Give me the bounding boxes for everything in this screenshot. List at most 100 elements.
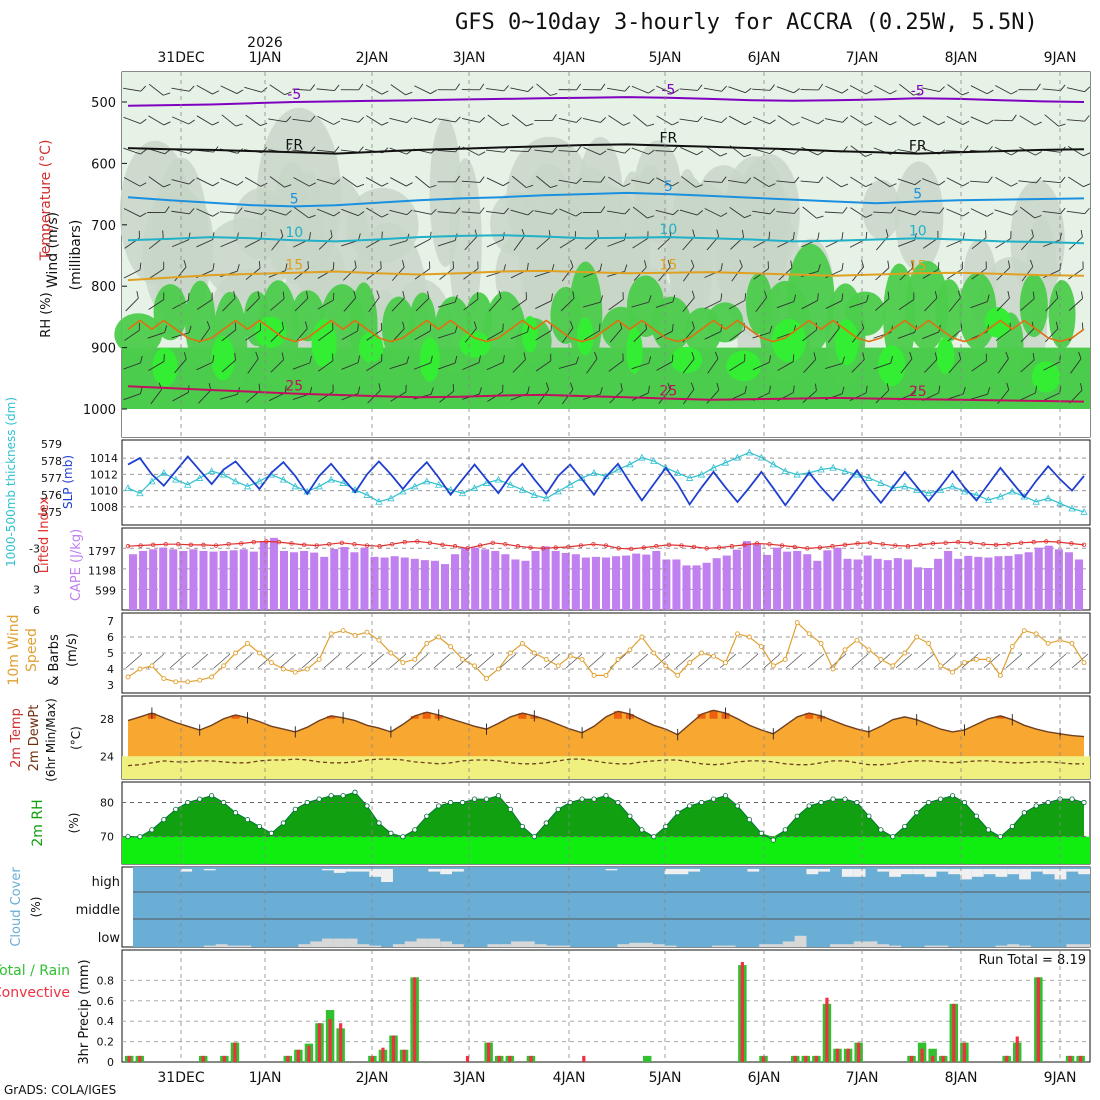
wind10-marker	[376, 637, 382, 643]
precip-tick-label: 0.4	[97, 1015, 115, 1028]
rh-bright-area	[254, 316, 287, 348]
wind-barb-shaft	[268, 209, 286, 216]
wind10-barb	[807, 653, 825, 669]
bottom-date-label: 3JAN	[453, 1070, 486, 1086]
wind10-marker	[519, 640, 525, 646]
rh2m-marker	[244, 816, 251, 823]
wind-barb-flag	[744, 214, 752, 219]
pressure-axis-label: (millibars)	[68, 220, 84, 291]
thickness-line	[127, 451, 1085, 513]
rh2m-marker	[758, 830, 764, 836]
rh-green-area	[114, 313, 163, 356]
wind-barb	[340, 83, 364, 91]
wind10-marker	[711, 653, 716, 659]
cape-bar	[591, 556, 600, 610]
bottom-date-label: 1JAN	[249, 1070, 282, 1086]
wind-barb	[679, 209, 704, 216]
wind-barb-flag	[672, 89, 679, 94]
wind-barb-shaft	[752, 148, 770, 155]
wind-barb-shaft	[752, 332, 770, 339]
wind-barb	[513, 229, 525, 251]
wind10-marker	[304, 666, 310, 672]
wind10-label-4: & Barbs	[47, 634, 62, 686]
thickness-marker	[865, 474, 873, 481]
lifted-index-marker	[389, 541, 395, 547]
wind-barb	[776, 176, 800, 184]
wind-barb-flag	[454, 295, 458, 303]
cape-bar	[461, 547, 470, 610]
wind10-marker	[245, 640, 250, 646]
rh2m-marker	[627, 813, 633, 819]
wind-barb-flag	[163, 92, 171, 96]
wind-barb-shaft	[366, 360, 382, 372]
wind-barb	[511, 292, 527, 311]
wind-barb-flag	[357, 211, 365, 217]
precip-conv-bar	[582, 1055, 586, 1062]
wind-barb	[245, 323, 262, 341]
wind-barb	[389, 356, 410, 370]
lifted-index-marker	[528, 545, 533, 550]
thickness-marker	[674, 469, 682, 476]
wind-barb-flag	[720, 212, 728, 217]
wind-barb-shaft	[706, 389, 720, 404]
precip-conv-bar	[487, 1042, 491, 1062]
thickness-marker	[972, 491, 981, 498]
lifted-index-marker	[163, 541, 168, 547]
wind-barb-flag	[958, 352, 962, 360]
wind-barb-shaft	[946, 393, 964, 400]
wind-barb-flag	[1007, 260, 1011, 268]
wind-barb	[414, 231, 432, 248]
cape-bar	[1014, 554, 1023, 610]
wind-barb-flag	[623, 183, 631, 187]
wind-barb-flag	[842, 116, 849, 123]
cape-bar	[551, 550, 560, 610]
cloud-high-bar	[1078, 869, 1090, 875]
wind-barb	[1019, 206, 1042, 219]
wind-barb	[875, 291, 890, 311]
wind10-marker	[770, 663, 776, 669]
thickness-marker	[136, 489, 144, 497]
cloud-low-bar	[865, 941, 878, 947]
wind-barb-flag	[767, 261, 769, 269]
wind-barb	[728, 115, 752, 126]
wind-barb-flag	[792, 385, 795, 393]
wind-barb	[752, 208, 776, 215]
lifted-index-marker	[239, 541, 244, 546]
thickness-marker	[805, 469, 813, 476]
wind-barb-flag	[720, 152, 728, 157]
wind-barb-flag	[769, 119, 776, 125]
wind10-marker	[364, 629, 370, 635]
wind-barb-flag	[455, 207, 461, 214]
wind-barb-shaft	[437, 301, 456, 308]
wind10-marker	[758, 644, 764, 650]
wind-barb	[437, 355, 458, 370]
thickness-marker	[841, 467, 849, 475]
isotherm-label: 10	[659, 222, 677, 238]
wind-barb	[826, 176, 849, 188]
wind-barb-shaft	[607, 87, 625, 92]
thickness-tick-label: 578	[41, 455, 62, 468]
wind10-marker	[1045, 640, 1051, 646]
precip-conv-bar	[296, 1049, 300, 1062]
wind-barb-flag	[502, 123, 510, 127]
wind-barb-flag	[576, 117, 582, 123]
wind-barb-shaft	[873, 362, 891, 370]
wind-barb	[512, 352, 526, 373]
wind-barb-shaft	[391, 297, 405, 312]
cloud-low-bar	[440, 941, 452, 947]
wind-barb-flag	[309, 232, 311, 240]
wind-barb	[682, 351, 695, 374]
wind-barb-flag	[332, 384, 334, 392]
wind-barb-flag	[671, 323, 674, 332]
wind-barb-flag	[987, 176, 993, 183]
wind-barb	[582, 206, 606, 213]
wind-barb-flag	[1059, 385, 1062, 393]
wind-barb-flag	[1029, 259, 1034, 267]
wind-barb-flag	[1080, 383, 1083, 391]
rh2m-marker	[651, 834, 657, 840]
rh2m-marker	[197, 796, 203, 802]
cloud-high-bar	[818, 869, 831, 872]
cape-bar	[853, 559, 862, 610]
precip-conv-bar	[370, 1055, 374, 1062]
wind10-barb	[367, 653, 385, 669]
